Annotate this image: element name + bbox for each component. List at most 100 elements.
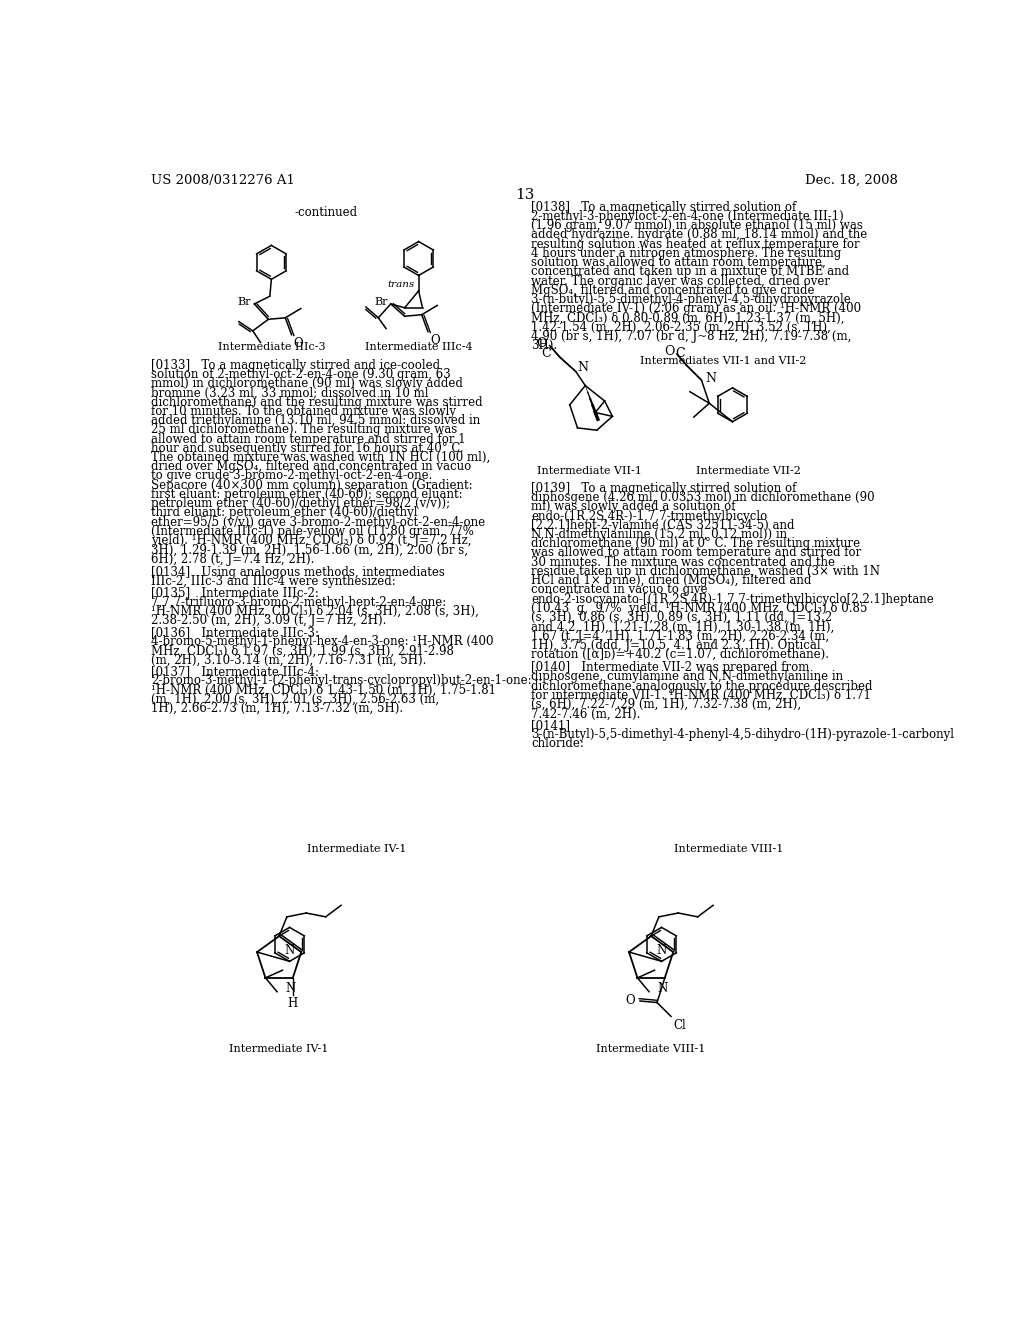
Text: water. The organic layer was collected, dried over: water. The organic layer was collected, … (531, 275, 830, 288)
Text: N: N (578, 362, 589, 375)
Text: 3H), 1.29-1.39 (m, 2H), 1.56-1.66 (m, 2H), 2.00 (br s,: 3H), 1.29-1.39 (m, 2H), 1.56-1.66 (m, 2H… (152, 544, 468, 557)
Text: chloride:: chloride: (531, 738, 584, 751)
Text: [2.2.1]hept-2-ylamine (CAS 32511-34-5) and: [2.2.1]hept-2-ylamine (CAS 32511-34-5) a… (531, 519, 795, 532)
Text: [0140]   Intermediate VII-2 was prepared from: [0140] Intermediate VII-2 was prepared f… (531, 661, 809, 675)
Text: (1.96 gram, 9.07 mmol) in absolute ethanol (15 ml) was: (1.96 gram, 9.07 mmol) in absolute ethan… (531, 219, 863, 232)
Text: [0139]   To a magnetically stirred solution of: [0139] To a magnetically stirred solutio… (531, 482, 797, 495)
Text: (10.43  g,  97%  yield. ¹H-NMR (400 MHz, CDCl₃) δ 0.85: (10.43 g, 97% yield. ¹H-NMR (400 MHz, CD… (531, 602, 867, 615)
Text: 1H), 2.66-2.73 (m, 1H), 7.13-7.32 (m, 5H).: 1H), 2.66-2.73 (m, 1H), 7.13-7.32 (m, 5H… (152, 702, 403, 715)
Text: [0137]   Intermediate IIIc-4:: [0137] Intermediate IIIc-4: (152, 665, 323, 678)
Text: 3-(n-Butyl)-5,5-dimethyl-4-phenyl-4,5-dihydro-(1H)-pyrazole-1-carbonyl: 3-(n-Butyl)-5,5-dimethyl-4-phenyl-4,5-di… (531, 729, 954, 742)
Text: trans: trans (387, 280, 415, 289)
Text: N: N (286, 982, 296, 995)
Text: -continued: -continued (295, 206, 358, 219)
Text: dichloromethane) and the resulting mixture was stirred: dichloromethane) and the resulting mixtu… (152, 396, 483, 409)
Text: 6H), 2.78 (t, J=7.4 Hz, 2H).: 6H), 2.78 (t, J=7.4 Hz, 2H). (152, 553, 314, 566)
Text: 4.90 (br s, 1H), 7.07 (br d, J~8 Hz, 2H), 7.19-7.38 (m,: 4.90 (br s, 1H), 7.07 (br d, J~8 Hz, 2H)… (531, 330, 851, 343)
Text: hour and subsequently stirred for 16 hours at 40° C.: hour and subsequently stirred for 16 hou… (152, 442, 464, 455)
Text: HCl and 1× brine), dried (MgSO₄), filtered and: HCl and 1× brine), dried (MgSO₄), filter… (531, 574, 811, 587)
Text: O: O (626, 994, 635, 1007)
Text: O: O (537, 337, 547, 350)
Text: Intermediate VIII-1: Intermediate VIII-1 (674, 843, 783, 854)
Text: 1.67 (t, J=4, 1H), 1.71-1.83 (m, 2H), 2.26-2.34 (m,: 1.67 (t, J=4, 1H), 1.71-1.83 (m, 2H), 2.… (531, 630, 829, 643)
Text: Br: Br (238, 297, 251, 308)
Text: dichloromethane analogously to the procedure described: dichloromethane analogously to the proce… (531, 680, 872, 693)
Text: C: C (676, 347, 685, 360)
Text: [0136]   Intermediate IIIc-3:: [0136] Intermediate IIIc-3: (152, 626, 323, 639)
Text: C: C (542, 347, 551, 360)
Text: 3-(n-butyl)-5,5-dimethyl-4-phenyl-4,5-dihydropyrazole: 3-(n-butyl)-5,5-dimethyl-4-phenyl-4,5-di… (531, 293, 858, 306)
Text: (s, 6H), 7.22-7.29 (m, 1H), 7.32-7.38 (m, 2H),: (s, 6H), 7.22-7.29 (m, 1H), 7.32-7.38 (m… (531, 698, 801, 711)
Text: mmol) in dichloromethane (90 ml) was slowly added: mmol) in dichloromethane (90 ml) was slo… (152, 378, 463, 391)
Text: H: H (288, 997, 298, 1010)
Text: Intermediate VIII-1: Intermediate VIII-1 (596, 1044, 706, 1053)
Text: Intermediate VII-2: Intermediate VII-2 (695, 466, 801, 477)
Text: N,N-dimethylaniline (15.2 ml, 0.12 mol)) in: N,N-dimethylaniline (15.2 ml, 0.12 mol))… (531, 528, 787, 541)
Text: 25 ml dichloromethane). The resulting mixture was: 25 ml dichloromethane). The resulting mi… (152, 424, 458, 437)
Text: solution of 2-methyl-oct-2-en-4-one (9.30 gram, 63: solution of 2-methyl-oct-2-en-4-one (9.3… (152, 368, 451, 381)
Text: (Intermediate IV-1) (2.06 gram) as an oil. ¹H-NMR (400: (Intermediate IV-1) (2.06 gram) as an oi… (531, 302, 861, 315)
Text: Intermediate IV-1: Intermediate IV-1 (307, 843, 407, 854)
Text: diphosgene (4.26 ml, 0.0353 mol) in dichloromethane (90: diphosgene (4.26 ml, 0.0353 mol) in dich… (531, 491, 874, 504)
Text: [0133]   To a magnetically stirred and ice-cooled: [0133] To a magnetically stirred and ice… (152, 359, 440, 372)
Text: to give crude 3-bromo-2-methyl-oct-2-en-4-one.: to give crude 3-bromo-2-methyl-oct-2-en-… (152, 470, 432, 483)
Text: (s, 3H), 0.86 (s, 3H), 0.89 (s, 3H), 1.11 (dd, J=13.2: (s, 3H), 0.86 (s, 3H), 0.89 (s, 3H), 1.1… (531, 611, 833, 624)
Text: added triethylamine (13.10 ml, 94.5 mmol: dissolved in: added triethylamine (13.10 ml, 94.5 mmol… (152, 414, 480, 428)
Text: 7.42-7.46 (m, 2H).: 7.42-7.46 (m, 2H). (531, 708, 640, 721)
Text: IIIc-2, IIIc-3 and IIIc-4 were synthesized:: IIIc-2, IIIc-3 and IIIc-4 were synthesiz… (152, 576, 396, 587)
Text: Intermediate VII-1: Intermediate VII-1 (537, 466, 642, 477)
Text: Intermediate IIIc-4: Intermediate IIIc-4 (365, 342, 472, 351)
Text: was allowed to attain room temperature and stirred for: was allowed to attain room temperature a… (531, 546, 861, 560)
Text: concentrated in vacuo to give: concentrated in vacuo to give (531, 583, 708, 597)
Text: O: O (664, 345, 675, 358)
Text: 7,7,7-trifluoro-3-bromo-2-methyl-hept-2-en-4-one:: 7,7,7-trifluoro-3-bromo-2-methyl-hept-2-… (152, 595, 446, 609)
Text: N: N (285, 944, 295, 957)
Text: [0135]   Intermediate IIIc-2:: [0135] Intermediate IIIc-2: (152, 586, 319, 599)
Text: O: O (294, 337, 303, 350)
Text: Intermediate IV-1: Intermediate IV-1 (229, 1044, 329, 1053)
Text: [0134]   Using analogous methods, intermediates: [0134] Using analogous methods, intermed… (152, 566, 445, 578)
Text: N: N (706, 372, 717, 385)
Text: Intermediates VII-1 and VII-2: Intermediates VII-1 and VII-2 (640, 356, 806, 366)
Text: [0138]   To a magnetically stirred solution of: [0138] To a magnetically stirred solutio… (531, 201, 797, 214)
Text: O: O (430, 334, 440, 347)
Text: residue taken up in dichloromethane, washed (3× with 1N: residue taken up in dichloromethane, was… (531, 565, 880, 578)
Text: 1.42-1.54 (m, 2H), 2.06-2.35 (m, 2H), 3.52 (s, 1H),: 1.42-1.54 (m, 2H), 2.06-2.35 (m, 2H), 3.… (531, 321, 830, 334)
Text: rotation ([α]ᴅ)=+40.2 (c=1.07, dichloromethane).: rotation ([α]ᴅ)=+40.2 (c=1.07, dichlorom… (531, 648, 829, 661)
Text: 4-bromo-5-methyl-1-phenyl-hex-4-en-3-one: ¹H-NMR (400: 4-bromo-5-methyl-1-phenyl-hex-4-en-3-one… (152, 635, 494, 648)
Text: endo-2-isocyanato-[(1R,2S,4R)-1,7,7-trimethylbicyclo[2.2.1]heptane: endo-2-isocyanato-[(1R,2S,4R)-1,7,7-trim… (531, 593, 934, 606)
Text: (m, 1H), 2.00 (s, 3H), 2.01 (s, 3H), 2.56-2.63 (m,: (m, 1H), 2.00 (s, 3H), 2.01 (s, 3H), 2.5… (152, 693, 439, 706)
Text: concentrated and taken up in a mixture of MTBE and: concentrated and taken up in a mixture o… (531, 265, 849, 279)
Text: 2-bromo-3-methyl-1-(2-phenyl-trans-cyclopropyl)but-2-en-1-one:: 2-bromo-3-methyl-1-(2-phenyl-trans-cyclo… (152, 675, 531, 688)
Text: and 4.2, 1H), 1.21-1.28 (m, 1H), 1.30-1.38 (m, 1H),: and 4.2, 1H), 1.21-1.28 (m, 1H), 1.30-1.… (531, 620, 835, 634)
Text: ¹H-NMR (400 MHz, CDCl₃) δ 1.43-1.50 (m, 1H), 1.75-1.81: ¹H-NMR (400 MHz, CDCl₃) δ 1.43-1.50 (m, … (152, 684, 497, 697)
Text: Sepacore (40×300 mm column) separation (Gradient:: Sepacore (40×300 mm column) separation (… (152, 479, 473, 492)
Text: (m, 2H), 3.10-3.14 (m, 2H), 7.16-7.31 (m, 5H).: (m, 2H), 3.10-3.14 (m, 2H), 7.16-7.31 (m… (152, 653, 427, 667)
Text: N: N (656, 944, 667, 957)
Text: 30 minutes. The mixture was concentrated and the: 30 minutes. The mixture was concentrated… (531, 556, 835, 569)
Text: N: N (657, 982, 668, 995)
Text: Intermediate IIIc-3: Intermediate IIIc-3 (217, 342, 326, 351)
Text: resulting solution was heated at reflux temperature for: resulting solution was heated at reflux … (531, 238, 859, 251)
Text: ether=95/5 (v/v)) gave 3-bromo-2-methyl-oct-2-en-4-one: ether=95/5 (v/v)) gave 3-bromo-2-methyl-… (152, 516, 485, 529)
Text: Br: Br (374, 297, 388, 308)
Text: first eluant: petroleum ether (40-60); second eluant:: first eluant: petroleum ether (40-60); s… (152, 488, 463, 502)
Text: [0141]: [0141] (531, 719, 578, 733)
Text: third eluant: petroleum ether (40-60)/diethyl: third eluant: petroleum ether (40-60)/di… (152, 507, 418, 520)
Text: dichloromethane (90 ml) at 0° C. The resulting mixture: dichloromethane (90 ml) at 0° C. The res… (531, 537, 860, 550)
Text: bromine (3.23 ml, 33 mmol; dissolved in 10 ml: bromine (3.23 ml, 33 mmol; dissolved in … (152, 387, 429, 400)
Text: diphosgene, cumylamine and N,N-dimethylaniline in: diphosgene, cumylamine and N,N-dimethyla… (531, 671, 843, 684)
Text: The obtained mixture was washed with 1N HCl (100 ml),: The obtained mixture was washed with 1N … (152, 451, 490, 465)
Text: 3H).: 3H). (531, 339, 557, 352)
Text: 2-methyl-3-phenyloct-2-en-4-one (Intermediate III-1): 2-methyl-3-phenyloct-2-en-4-one (Interme… (531, 210, 844, 223)
Text: ¹H-NMR (400 MHz, CDCl₃) δ 2.04 (s, 3H), 2.08 (s, 3H),: ¹H-NMR (400 MHz, CDCl₃) δ 2.04 (s, 3H), … (152, 605, 479, 618)
Text: MHz, CDCl₃) δ 1.97 (s, 3H), 1.99 (s, 3H), 2.91-2.98: MHz, CDCl₃) δ 1.97 (s, 3H), 1.99 (s, 3H)… (152, 644, 454, 657)
Text: MHz, CDCl₃) δ 0.80-0.89 (m, 6H), 1.23-1.37 (m, 5H),: MHz, CDCl₃) δ 0.80-0.89 (m, 6H), 1.23-1.… (531, 312, 845, 325)
Text: allowed to attain room temperature and stirred for 1: allowed to attain room temperature and s… (152, 433, 466, 446)
Text: 4 hours under a nitrogen atmosphere. The resulting: 4 hours under a nitrogen atmosphere. The… (531, 247, 842, 260)
Text: MgSO₄, filtered and concentrated to give crude: MgSO₄, filtered and concentrated to give… (531, 284, 814, 297)
Text: 1H), 3.75 (ddd, J=10.5, 4.1 and 2.3, 1H). Optical: 1H), 3.75 (ddd, J=10.5, 4.1 and 2.3, 1H)… (531, 639, 820, 652)
Text: petroleum ether (40-60)/diethyl ether=98/2 (v/v));: petroleum ether (40-60)/diethyl ether=98… (152, 498, 451, 511)
Text: solution was allowed to attain room temperature,: solution was allowed to attain room temp… (531, 256, 825, 269)
Text: endo-(1R,2S,4R-)-1,7,7-trimethylbicyclo: endo-(1R,2S,4R-)-1,7,7-trimethylbicyclo (531, 510, 767, 523)
